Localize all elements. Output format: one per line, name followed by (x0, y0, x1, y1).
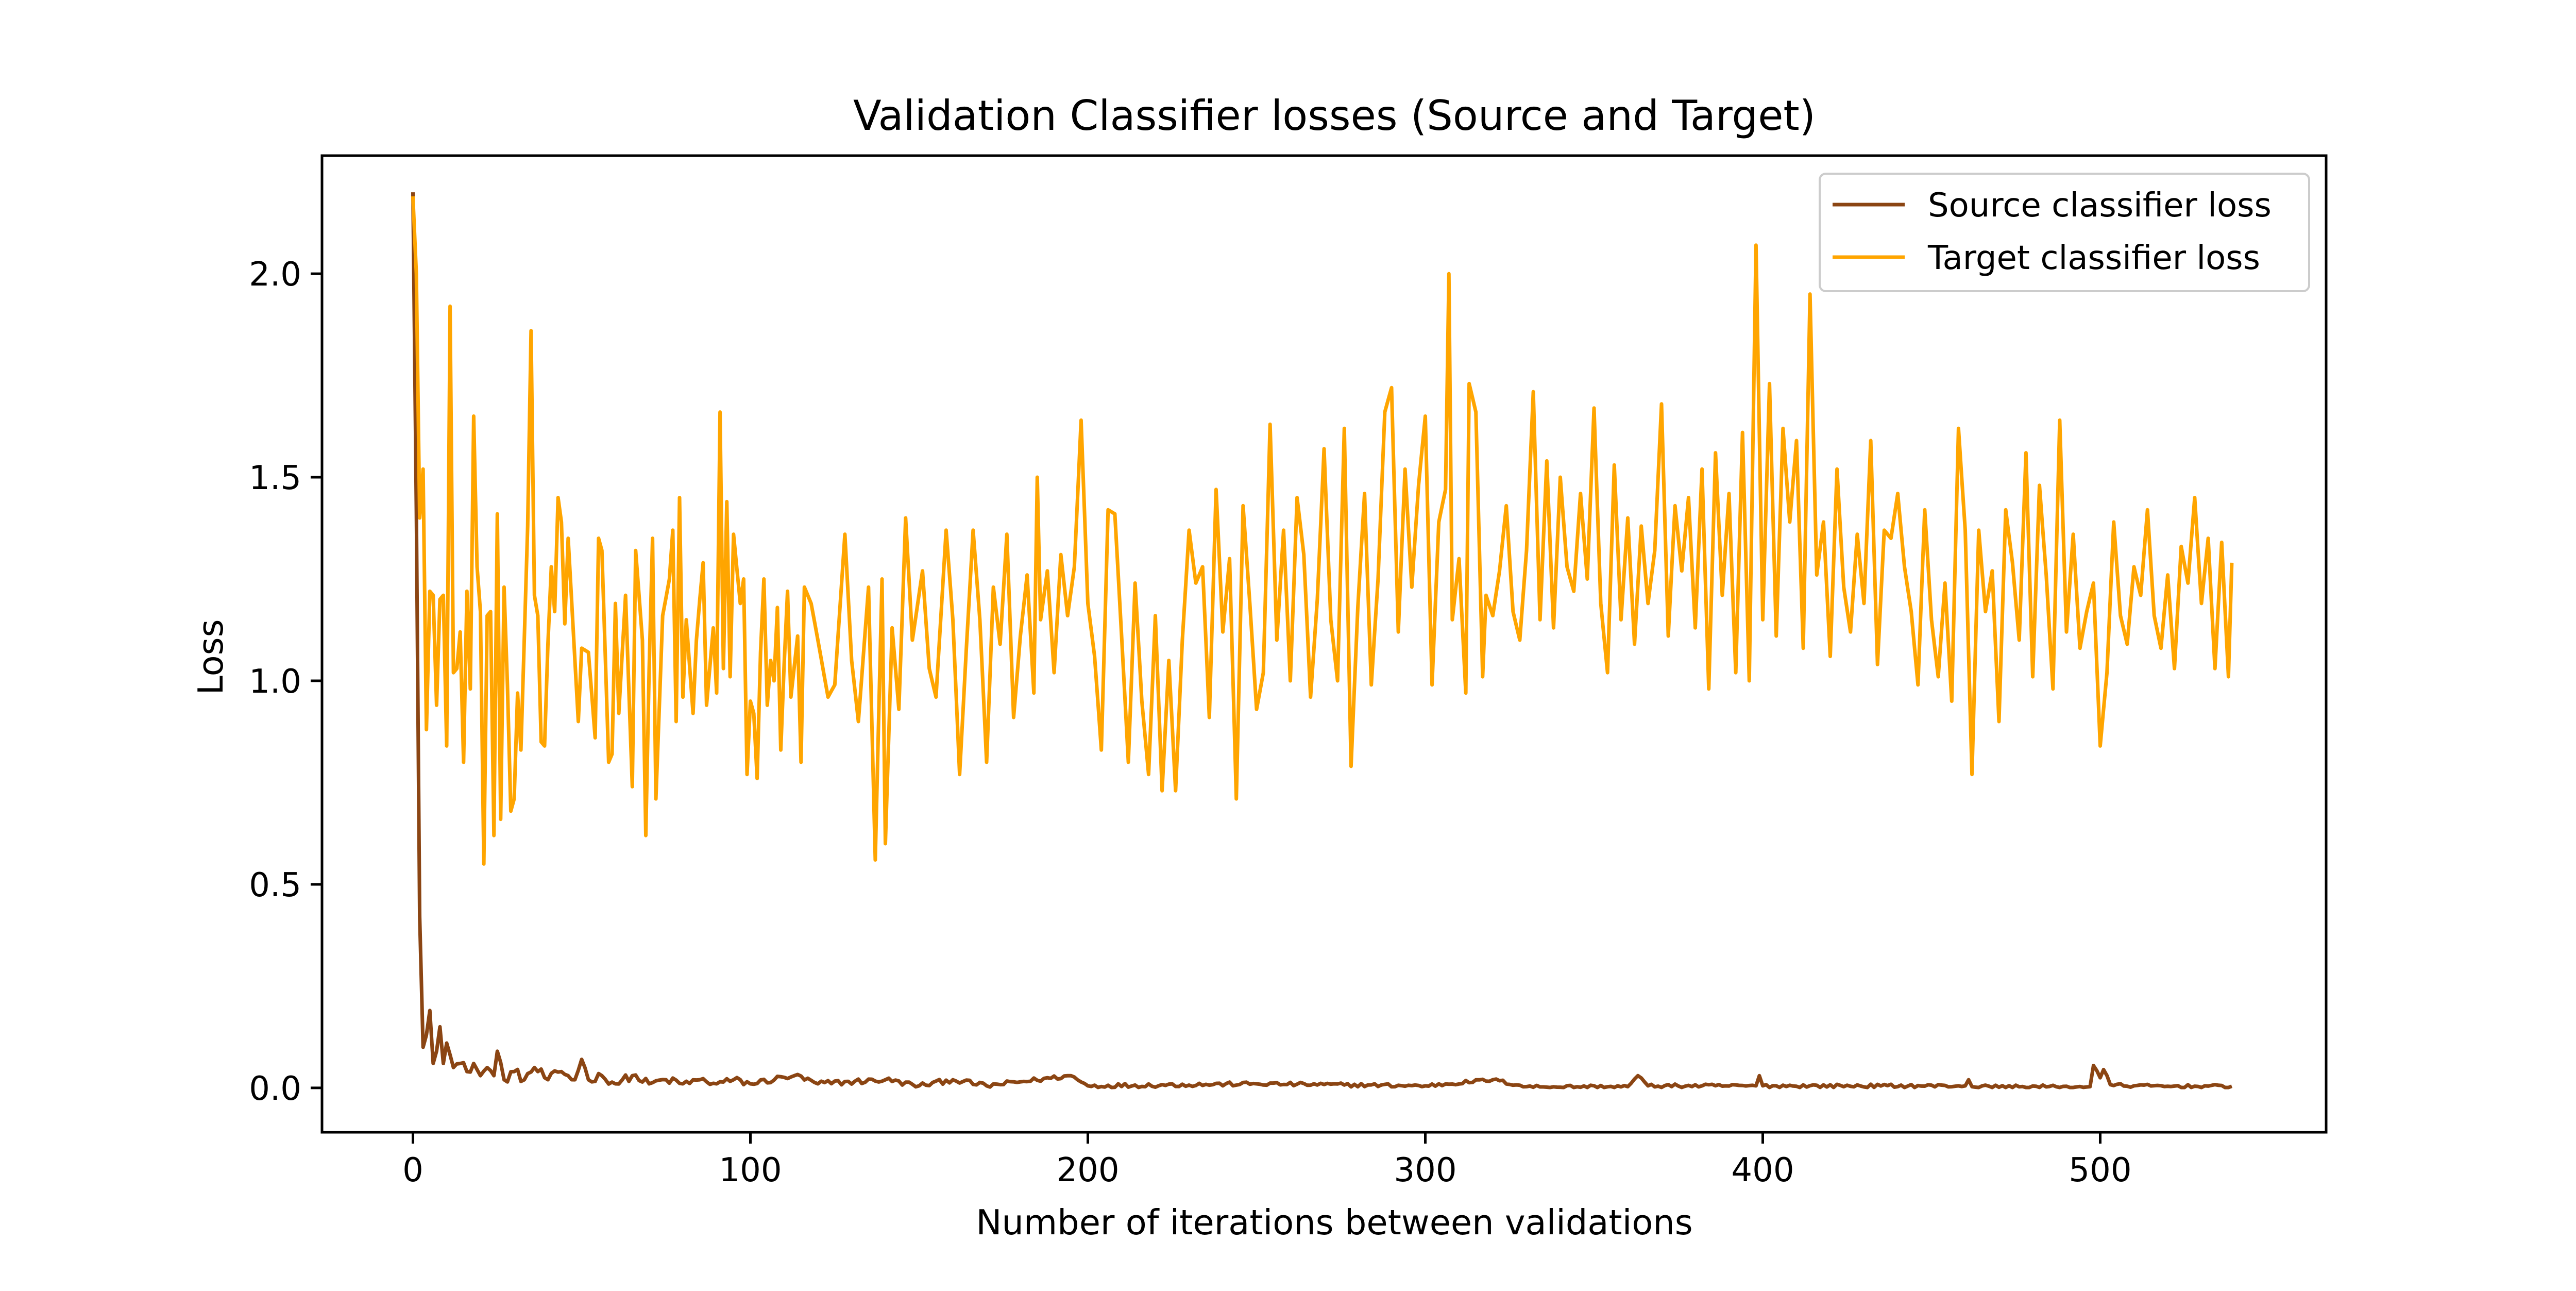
x-tick-label: 500 (2069, 1151, 2131, 1189)
x-tick-label: 400 (1731, 1151, 1794, 1189)
legend: Source classifier loss Target classifier … (1819, 173, 2310, 292)
x-tick-label: 0 (402, 1151, 423, 1189)
legend-label: Source classifier loss (1928, 187, 2272, 225)
chart-title: Validation Classifier losses (Source and… (853, 92, 1816, 140)
x-tick-label: 100 (719, 1151, 782, 1189)
x-axis-label: Number of iterations between validations (976, 1202, 1692, 1243)
axes-frame (320, 154, 2328, 1134)
x-tick-label: 200 (1056, 1151, 1119, 1189)
plot-area: 0 100 200 300 400 500 0.0 0.5 1.0 1.5 2.0 (249, 154, 2328, 1189)
target-loss-line (411, 196, 2234, 866)
y-tick-label: 2.0 (249, 256, 301, 294)
legend-label: Target classifier loss (1927, 239, 2260, 277)
y-tick-label: 1.5 (249, 459, 301, 497)
y-axis-label: Loss (191, 619, 231, 695)
y-tick-label: 0.5 (249, 866, 301, 904)
source-loss-line (411, 192, 2233, 1089)
x-tick-label: 300 (1394, 1151, 1456, 1189)
y-tick-label: 0.0 (249, 1070, 301, 1108)
y-tick-label: 1.0 (249, 663, 301, 701)
legend-box (1819, 173, 2310, 292)
